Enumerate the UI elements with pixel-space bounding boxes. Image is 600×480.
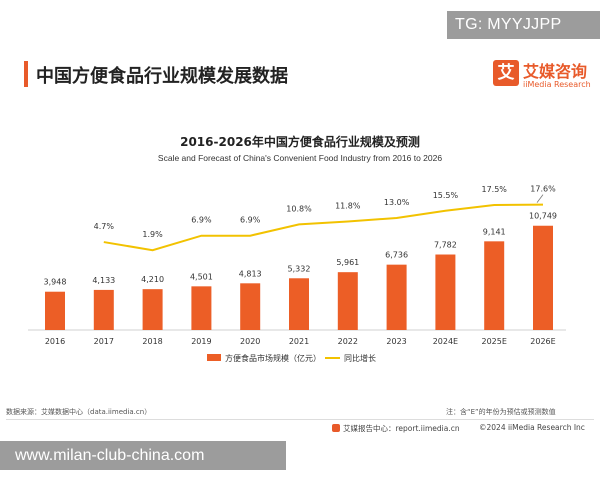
source-note: 数据来源：艾媒数据中心（data.iimedia.cn） xyxy=(6,408,152,416)
bar-label-2024E: 7,782 xyxy=(434,241,457,250)
growth-label-2025E: 17.5% xyxy=(481,185,507,194)
bar-2018 xyxy=(142,289,163,330)
bar-2016 xyxy=(45,291,65,330)
x-tick-2021: 2021 xyxy=(289,337,309,346)
legend-bar-label: 方便食品市场规模（亿元） xyxy=(225,353,321,363)
x-tick-2022: 2022 xyxy=(338,337,358,346)
x-tick-labels: 2016 2017 2018 2019 2020 2021 2022 2023 2024E 202… xyxy=(45,337,556,346)
bar-2022 xyxy=(337,272,358,330)
bar-2019 xyxy=(191,286,212,330)
callout-leader-line xyxy=(536,194,544,203)
growth-label-2026E: 17.6% xyxy=(530,185,556,194)
page-title: 中国方便食品行业规模发展数据 xyxy=(36,66,288,87)
bar-2021 xyxy=(289,278,309,330)
estimate-note: 注：含“E”的年份为预估或预测数值 xyxy=(446,408,556,416)
growth-label-2018: 1.9% xyxy=(142,230,163,239)
x-tick-2018: 2018 xyxy=(142,337,162,346)
growth-label-2023: 13.0% xyxy=(384,198,410,207)
growth-label-2021: 10.8% xyxy=(286,204,312,213)
brand-name-cn: 艾媒咨询 xyxy=(523,62,588,81)
bar-label-2016: 3,948 xyxy=(44,278,67,287)
bottom-watermark: www.milan-club-china.com xyxy=(0,441,286,470)
growth-label-2020: 6.9% xyxy=(240,216,261,225)
x-tick-2026E: 2026E xyxy=(530,337,555,346)
bar-2025E xyxy=(484,241,505,330)
bar-value-labels: 3,948 4,133 4,210 4,501 4,813 5,332 5,961 6,736… xyxy=(44,212,557,287)
growth-label-2019: 6.9% xyxy=(191,216,212,225)
x-tick-2019: 2019 xyxy=(191,337,211,346)
legend-bar-swatch xyxy=(207,354,221,361)
x-tick-2025E: 2025E xyxy=(481,337,506,346)
bar-2020 xyxy=(240,283,261,330)
report-icon xyxy=(332,424,340,432)
x-tick-2016: 2016 xyxy=(45,337,65,346)
bar-2024E xyxy=(435,254,456,330)
x-tick-2024E: 2024E xyxy=(433,337,458,346)
growth-label-2017: 4.7% xyxy=(94,222,115,231)
bar-label-2019: 4,501 xyxy=(190,272,213,281)
bar-2026E xyxy=(533,225,553,330)
bar-2017 xyxy=(93,289,114,330)
bar-2023 xyxy=(386,264,407,330)
bar-series xyxy=(45,225,553,330)
brand-name-en: iiMedia Research xyxy=(523,80,591,89)
report-center: 艾媒报告中心：report.iimedia.cn xyxy=(332,423,460,434)
top-watermark: TG: MYYJJPP xyxy=(447,11,600,39)
bar-label-2025E: 9,141 xyxy=(483,227,506,236)
bar-label-2021: 5,332 xyxy=(288,264,311,273)
chart-title: 2016-2026年中国方便食品行业规模及预测 xyxy=(180,135,420,149)
x-tick-2017: 2017 xyxy=(94,337,114,346)
bar-label-2026E: 10,749 xyxy=(529,212,557,221)
footer-divider xyxy=(6,419,594,420)
title-accent-bar xyxy=(24,61,28,87)
growth-line xyxy=(103,203,544,252)
growth-value-labels: 4.7% 1.9% 6.9% 6.9% 10.8% 11.8% 13.0% 15.5% 17.5… xyxy=(94,185,556,240)
x-tick-2020: 2020 xyxy=(240,337,260,346)
x-tick-2023: 2023 xyxy=(386,337,406,346)
legend: 方便食品市场规模（亿元） 同比增长 xyxy=(207,353,376,363)
chart-canvas: 3,948 4,133 4,210 4,501 4,813 5,332 5,961 6,736… xyxy=(28,185,566,363)
legend-line-label: 同比增长 xyxy=(344,353,376,363)
bar-label-2017: 4,133 xyxy=(92,276,115,285)
bar-label-2023: 6,736 xyxy=(385,251,408,260)
brand-mark-icon: 艾 xyxy=(493,60,519,86)
bar-label-2020: 4,813 xyxy=(239,269,262,278)
bar-label-2022: 5,961 xyxy=(336,258,359,267)
bar-label-2018: 4,210 xyxy=(141,275,164,284)
chart-subtitle: Scale and Forecast of China's Convenient… xyxy=(157,153,443,163)
growth-label-2024E: 15.5% xyxy=(433,191,459,200)
copyright: ©2024 iiMedia Research Inc xyxy=(479,423,585,432)
growth-label-2022: 11.8% xyxy=(335,201,361,210)
report-center-text: 艾媒报告中心：report.iimedia.cn xyxy=(343,424,460,433)
brand-logo: 艾 艾媒咨询 iiMedia Research xyxy=(493,59,593,93)
